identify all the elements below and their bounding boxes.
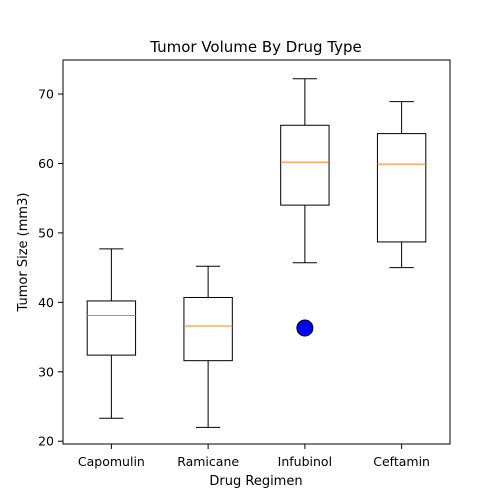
plot-area [63,60,450,444]
iqr-box [377,134,425,242]
box-ramicane [184,266,232,427]
box-capomulin [87,249,135,418]
y-tick-label: 30 [38,364,54,379]
x-tick-label: Ramicane [177,454,239,469]
y-tick-label: 70 [38,87,54,102]
y-tick-label: 50 [38,225,54,240]
y-axis: 20 30 40 50 60 70 [38,87,63,449]
y-tick-label: 20 [38,434,54,449]
x-axis: Capomulin Ramicane Infubinol Ceftamin [78,444,430,469]
x-axis-label: Drug Regimen [209,474,302,489]
y-tick-label: 60 [38,156,54,171]
x-tick-label: Capomulin [78,454,145,469]
iqr-box [281,125,329,205]
outlier-point [297,320,313,336]
y-axis-label: Tumor Size (mm3) [16,193,31,313]
x-tick-label: Ceftamin [373,454,430,469]
box-infubinol [281,79,329,336]
x-tick-label: Infubinol [278,454,332,469]
y-tick-label: 40 [38,295,54,310]
iqr-box [184,297,232,360]
box-ceftamin [377,102,425,268]
iqr-box [87,301,135,355]
chart-title: Tumor Volume By Drug Type [149,38,362,56]
box-series [87,79,426,428]
